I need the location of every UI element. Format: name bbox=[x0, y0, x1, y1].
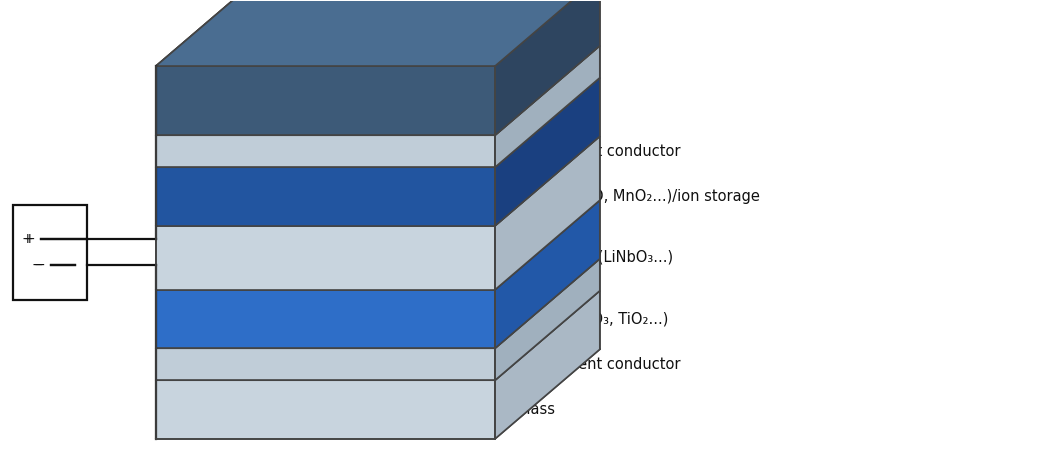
Polygon shape bbox=[156, 380, 496, 439]
Polygon shape bbox=[156, 136, 600, 226]
Text: Glass: Glass bbox=[516, 402, 555, 417]
Text: EC film (WO₃, TiO₂...): EC film (WO₃, TiO₂...) bbox=[516, 312, 669, 327]
Text: −: − bbox=[32, 258, 43, 272]
Text: Glass: Glass bbox=[516, 93, 555, 108]
Text: Transparent conductor: Transparent conductor bbox=[516, 144, 680, 159]
Polygon shape bbox=[156, 226, 496, 290]
Text: +: + bbox=[22, 233, 34, 246]
Polygon shape bbox=[156, 167, 496, 226]
Polygon shape bbox=[496, 46, 600, 167]
Text: Transparent conductor: Transparent conductor bbox=[516, 357, 680, 372]
Bar bbox=[14, 204, 87, 300]
Polygon shape bbox=[156, 290, 496, 348]
Polygon shape bbox=[496, 136, 600, 290]
Text: Electrolyte (LiNbO₃...): Electrolyte (LiNbO₃...) bbox=[516, 250, 673, 265]
Polygon shape bbox=[156, 135, 496, 167]
Polygon shape bbox=[496, 200, 600, 348]
Polygon shape bbox=[156, 291, 600, 380]
Text: EC film (NiO, MnO₂...)/ion storage: EC film (NiO, MnO₂...)/ion storage bbox=[516, 189, 760, 204]
Polygon shape bbox=[496, 78, 600, 226]
Polygon shape bbox=[156, 46, 600, 135]
Polygon shape bbox=[156, 200, 600, 290]
Polygon shape bbox=[496, 0, 600, 135]
Polygon shape bbox=[496, 259, 600, 380]
Polygon shape bbox=[156, 0, 600, 66]
Polygon shape bbox=[496, 291, 600, 439]
Polygon shape bbox=[156, 78, 600, 167]
Text: +: + bbox=[24, 233, 36, 246]
Polygon shape bbox=[156, 348, 496, 380]
Text: −: − bbox=[34, 258, 45, 272]
Polygon shape bbox=[156, 66, 496, 135]
Polygon shape bbox=[156, 0, 260, 439]
Polygon shape bbox=[156, 259, 600, 348]
